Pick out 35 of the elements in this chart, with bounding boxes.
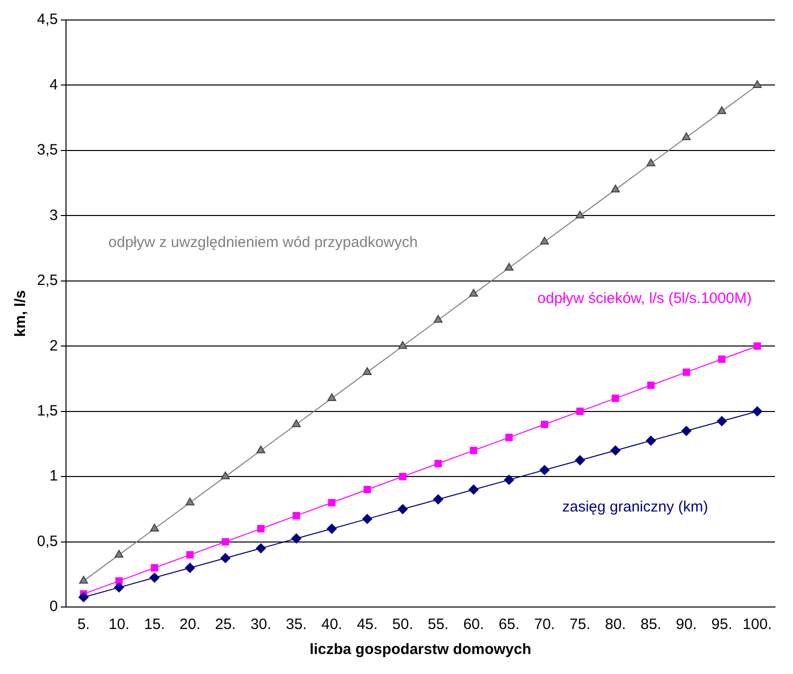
y-tick-label: 2,5	[36, 272, 58, 290]
x-tick-label: 45.	[356, 616, 378, 634]
x-tick-label: 50.	[392, 616, 414, 634]
x-tick-label: 30.	[250, 616, 272, 634]
x-tick-label: 55.	[428, 616, 449, 634]
y-axis-title: km, l/s	[12, 290, 30, 337]
text: odpływ z uwzględnieniem wód przypadkowych	[108, 234, 418, 252]
x-tick-label: 65.	[498, 616, 520, 634]
y-tick-label: 4	[50, 76, 58, 94]
x-tick-label: 15.	[144, 616, 165, 634]
y-tick-label: 0	[50, 598, 58, 616]
x-tick-label: 20.	[180, 616, 200, 634]
x-tick-label: 40.	[321, 616, 342, 634]
y-tick-label: 0,5	[36, 532, 58, 550]
x-tick-label: 25.	[214, 616, 236, 634]
x-tick-label: 10.	[108, 616, 130, 634]
y-tick-label: 1	[50, 468, 58, 485]
x-tick-label: 80.	[605, 616, 626, 634]
x-tick-label: 90.	[676, 616, 697, 634]
x-tick-label: 60.	[463, 616, 484, 634]
x-tick-label: 75.	[570, 616, 590, 634]
x-tick-label: 5.	[77, 616, 90, 634]
x-tick-label: 35.	[286, 616, 307, 634]
text: odpływ ścieków, l/s (5l/s.1000M)	[537, 290, 752, 307]
series-label: zasięg graniczny (km)	[562, 498, 708, 516]
y-tick-label: 3,5	[36, 142, 58, 159]
x-tick-label: 95.	[711, 616, 732, 634]
y-tick-label: 2	[50, 337, 58, 354]
x-tick-label: 85.	[640, 616, 662, 634]
y-tick-label: 4,5	[36, 11, 58, 28]
x-tick-label: 70.	[534, 616, 555, 634]
y-tick-label: 3	[50, 206, 58, 224]
x-axis-title: liczba gospodarstw domowych	[310, 641, 532, 658]
x-tick-label: 100.	[742, 616, 772, 634]
y-tick-label: 1,5	[36, 402, 58, 420]
